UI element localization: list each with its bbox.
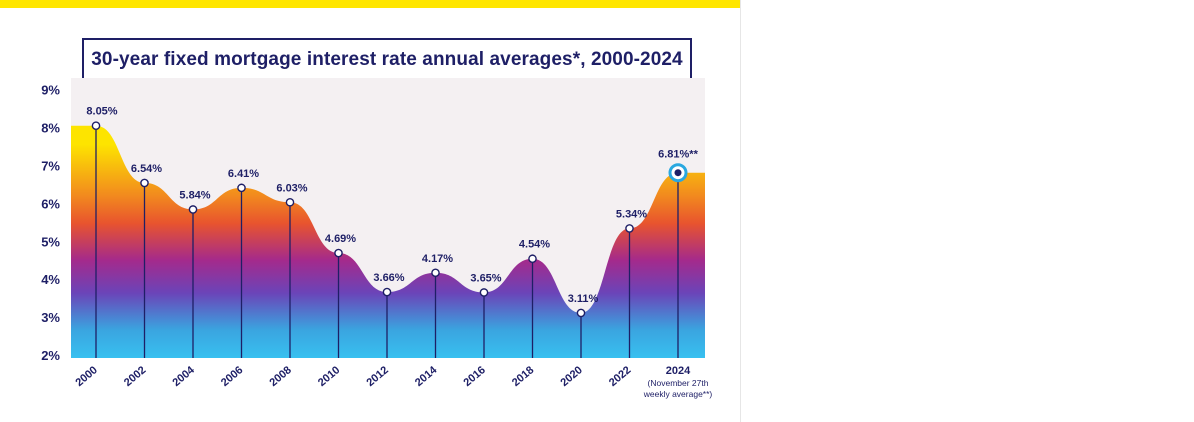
y-tick-label: 8% [41,121,60,136]
data-label-2022: 5.34% [616,208,647,220]
data-label-2008: 6.03% [276,182,307,194]
y-tick-label: 2% [41,348,60,363]
data-marker-2006 [237,183,246,193]
accent-bar [0,0,740,8]
data-markers [91,121,688,318]
x-tick-2004: 2004 [170,364,197,389]
data-marker-2000 [91,121,101,131]
x-tick-2020: 2020 [558,364,584,389]
data-marker-2024 [674,169,682,177]
data-marker-2018 [528,254,537,264]
data-label-2024: 6.81%** [658,149,698,161]
data-marker-2020 [576,308,586,318]
y-tick-label: 6% [41,196,60,211]
x-tick-2014: 2014 [413,364,440,389]
y-tick-label: 7% [41,159,60,174]
x-tick-2024: 2024 [666,365,691,377]
y-tick-label: 5% [41,234,60,249]
data-label-2020: 3.11% [568,293,599,305]
x-tick-2006: 2006 [219,364,245,389]
data-marker-2016 [479,288,489,297]
data-label-2016: 3.65% [470,272,501,284]
x-tick-2002: 2002 [122,364,148,389]
data-marker-2002 [140,178,149,188]
y-tick-label: 3% [41,310,60,325]
chart-title: 30-year fixed mortgage interest rate ann… [91,49,683,70]
y-axis-ticks: 9% 8% 7% 6% 5% 4% 3% 2% [41,83,60,363]
rate-area [71,125,705,358]
data-label-2000: 8.05% [86,106,117,118]
data-marker-2008 [285,197,295,207]
y-tick-label: 9% [41,83,60,98]
x-tick-2000: 2000 [73,364,99,389]
mortgage-rate-chart: 8.05% 6.54% 5.84% 6.41% 6.03% 4.69% 3.66% 4.17%… [41,78,713,399]
last-tick-note-line: weekly average**) [643,389,713,399]
data-label-2002: 6.54% [131,163,162,175]
data-marker-2022 [625,224,634,233]
x-tick-2012: 2012 [364,364,390,389]
data-marker-2014 [431,268,440,278]
last-tick-note-line: (November 27th [648,378,709,388]
x-tick-2010: 2010 [316,364,342,389]
data-marker-2012 [382,287,392,297]
chart-title-box: 30-year fixed mortgage interest rate ann… [82,38,692,80]
data-label-2010: 4.69% [325,233,356,245]
data-marker-2004 [188,205,198,214]
x-axis-ticks: 2000 2002 2004 2006 2008 2010 2012 2014 2016 2018… [73,364,691,389]
x-tick-2008: 2008 [267,364,293,389]
y-tick-label: 4% [41,272,60,287]
data-marker-2010 [334,248,343,258]
data-label-2014: 4.17% [422,253,453,265]
x-tick-2018: 2018 [510,364,536,389]
data-labels: 8.05% 6.54% 5.84% 6.41% 6.03% 4.69% 3.66% 4.17%… [86,106,698,305]
data-label-2004: 5.84% [179,189,210,201]
chart-card: 30-year fixed mortgage interest rate ann… [0,0,741,422]
x-tick-2016: 2016 [461,364,487,389]
data-label-2018: 4.54% [519,239,550,251]
x-tick-2022: 2022 [607,364,633,389]
drop-lines [95,125,679,358]
data-label-2006: 6.41% [228,168,259,180]
data-label-2012: 3.66% [373,272,404,284]
